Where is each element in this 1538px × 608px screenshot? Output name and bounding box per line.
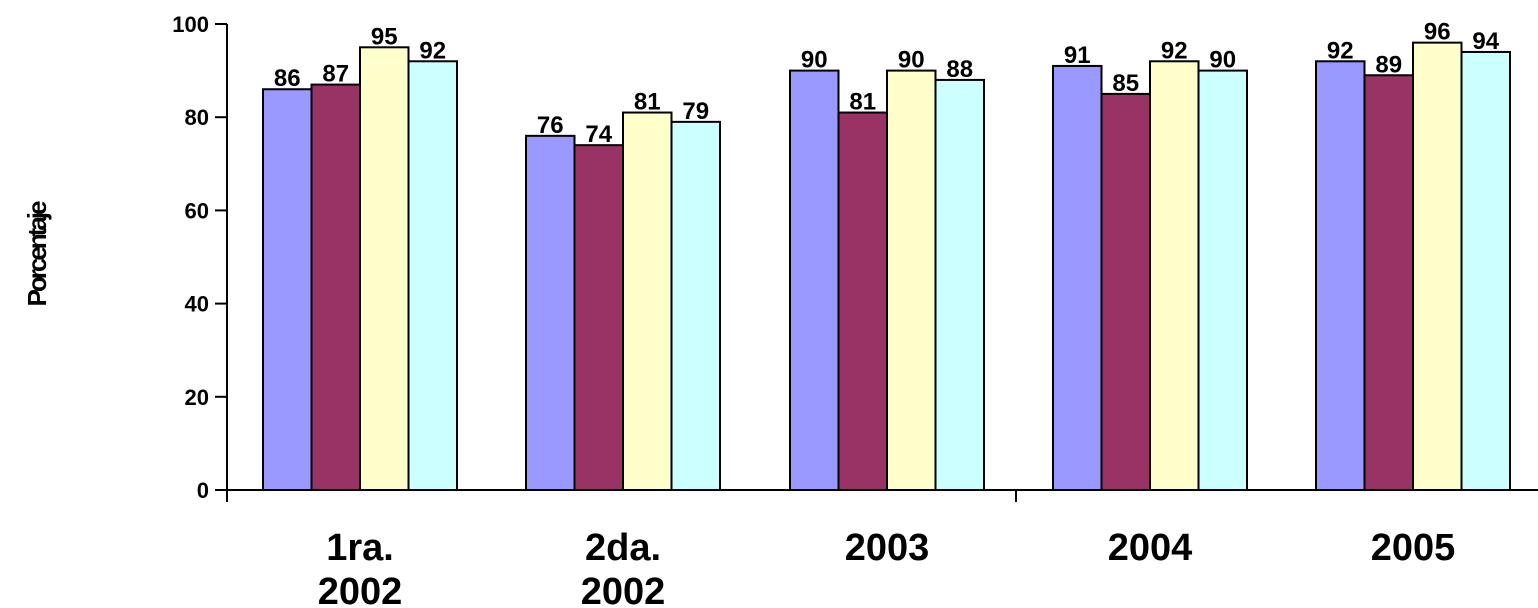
- data-label: 86: [274, 65, 301, 92]
- bar: [1197, 69, 1248, 491]
- bar: [1149, 60, 1200, 491]
- data-label: 81: [634, 89, 661, 116]
- bar: [573, 144, 624, 491]
- data-label: 90: [801, 47, 828, 74]
- y-tick-label: 100: [172, 12, 209, 37]
- bar: [886, 69, 937, 491]
- data-label: 94: [1472, 28, 1499, 55]
- bar: [1412, 41, 1463, 491]
- bar: [1363, 74, 1414, 491]
- x-axis: [227, 489, 1538, 502]
- data-label: 87: [322, 61, 349, 88]
- data-label: 90: [1209, 47, 1236, 74]
- y-tick-label: 0: [197, 478, 209, 503]
- category-label: 2005: [1371, 527, 1456, 569]
- bar: [1315, 60, 1366, 491]
- category-label: 2002: [581, 571, 666, 608]
- bar: [789, 69, 840, 491]
- bar: [837, 111, 888, 491]
- y-tick-label: 60: [185, 198, 209, 223]
- y-tick-label: 20: [185, 385, 209, 410]
- bar: [1100, 92, 1151, 492]
- category-label: 2da.: [585, 527, 661, 569]
- y-axis-label: Porcentaje: [22, 201, 52, 306]
- data-label: 90: [898, 47, 925, 74]
- bar: [525, 134, 576, 491]
- bar: [622, 111, 673, 491]
- bar: [310, 83, 361, 492]
- y-axis: 0 20 40 60 80 100: [172, 12, 228, 503]
- bar: [934, 78, 985, 491]
- category-label: 2004: [1108, 527, 1193, 569]
- data-label: 88: [946, 56, 973, 83]
- data-label: 91: [1064, 42, 1091, 69]
- data-labels: 86 76 90 91 92 87 74 81 85 89 95 81 90 92 96 92 79 88 90 94: [274, 19, 1500, 149]
- data-label: 92: [1161, 37, 1188, 64]
- data-label: 89: [1375, 51, 1402, 78]
- data-label: 81: [849, 89, 876, 116]
- data-label: 96: [1424, 19, 1451, 46]
- bar: [1052, 64, 1103, 491]
- category-label: 2002: [318, 571, 403, 608]
- bar: [262, 88, 313, 492]
- data-label: 74: [585, 121, 612, 148]
- bar: [1460, 50, 1511, 492]
- data-label: 85: [1112, 70, 1139, 97]
- data-label: 76: [537, 112, 564, 139]
- data-label: 92: [1327, 37, 1354, 64]
- category-label: 1ra.: [326, 527, 394, 569]
- y-tick-label: 40: [185, 292, 209, 317]
- data-label: 92: [419, 37, 446, 64]
- bar: [359, 46, 410, 492]
- data-label: 95: [371, 23, 398, 50]
- y-tick-label: 80: [185, 105, 209, 130]
- bar: [407, 60, 458, 491]
- category-label: 2003: [845, 527, 930, 569]
- data-label: 79: [682, 98, 709, 125]
- bar: [670, 120, 721, 492]
- bars: [262, 41, 1511, 492]
